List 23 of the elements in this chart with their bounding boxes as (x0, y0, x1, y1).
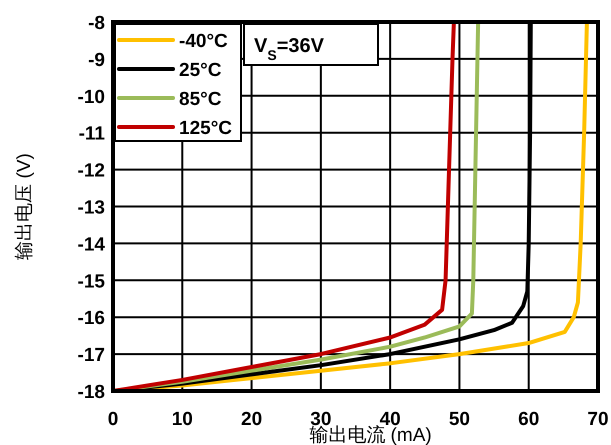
y-tick-label: -9 (88, 50, 105, 71)
y-tick-label: -8 (88, 13, 105, 34)
annotation: V$_{S}$=36V (254, 35, 325, 63)
x-tick-label: 50 (448, 409, 470, 430)
y-axis-title: 输出电压 (V) (14, 153, 35, 260)
y-tick-label: -13 (78, 198, 105, 218)
y-tick-label: -15 (78, 271, 106, 292)
y-tick-label: -14 (78, 234, 106, 256)
x-tick-label: 20 (241, 409, 262, 430)
legend-label: 85°C (179, 89, 222, 110)
x-tick-label: 60 (518, 409, 540, 430)
legend-label: -40°C (179, 31, 228, 52)
y-tick-label: -16 (78, 308, 105, 330)
y-tick-label: -10 (78, 86, 105, 108)
legend-label: 125°C (179, 118, 232, 139)
y-tick-label: -18 (78, 382, 105, 403)
x-tick-label: 10 (172, 409, 193, 430)
y-tick-label: -12 (78, 160, 105, 182)
x-tick-label: 70 (587, 409, 609, 430)
y-tick-label: -11 (78, 124, 106, 145)
x-tick-label: 0 (108, 409, 118, 430)
y-tick-label: -17 (78, 345, 105, 366)
legend-label: 25°C (179, 60, 222, 81)
